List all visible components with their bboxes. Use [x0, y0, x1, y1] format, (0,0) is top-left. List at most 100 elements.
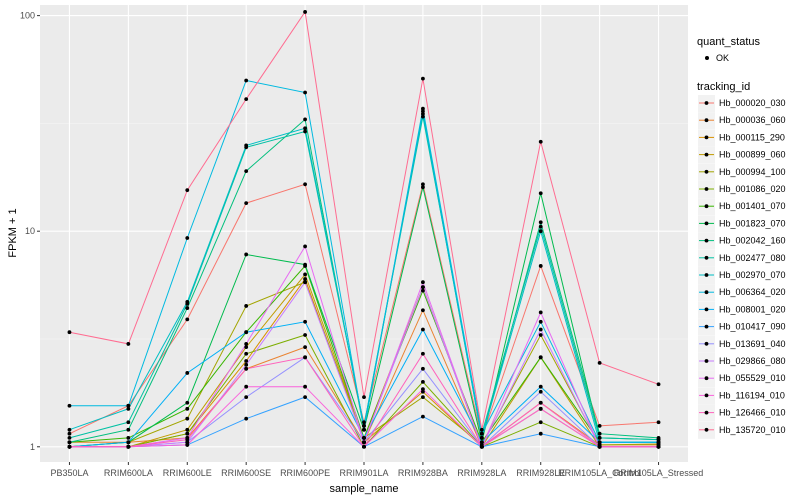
- legend-key-point: [704, 135, 709, 140]
- data-point: [303, 345, 307, 349]
- data-point: [67, 330, 72, 335]
- data-point: [303, 126, 307, 131]
- data-point: [421, 106, 425, 111]
- x-tick-label: RRIM600PE: [280, 468, 330, 478]
- data-point: [538, 327, 543, 332]
- data-point: [185, 317, 190, 322]
- legend-key-point: [704, 307, 709, 312]
- x-tick-label: RRIM600LA: [104, 468, 153, 478]
- data-point: [479, 431, 484, 436]
- legend-quant-entries: OK: [705, 53, 729, 63]
- legend-key-point: [704, 152, 709, 157]
- data-point: [538, 431, 543, 436]
- data-point: [185, 443, 190, 447]
- data-point: [67, 440, 72, 445]
- data-point: [303, 90, 307, 95]
- x-tick-label: PB350LA: [50, 468, 88, 478]
- data-point: [185, 431, 190, 436]
- data-point: [185, 236, 190, 240]
- legend-series-label: Hb_000020_030: [719, 98, 786, 108]
- data-point: [185, 416, 190, 421]
- legend-series-label: Hb_006364_020: [719, 287, 786, 297]
- data-point: [244, 366, 249, 371]
- data-point: [303, 10, 307, 14]
- data-point: [303, 129, 307, 134]
- data-point: [362, 444, 366, 449]
- legend-series-label: Hb_126466_010: [719, 408, 786, 418]
- data-point: [244, 416, 249, 421]
- x-axis: PB350LA RRIM600LA RRIM600LE RRIM600SE RRIM60…: [50, 462, 703, 478]
- legend-series-label: Hb_029866_080: [719, 356, 786, 366]
- data-point: [67, 403, 72, 408]
- legend-series-label: Hb_000899_060: [719, 150, 786, 160]
- data-point: [303, 117, 307, 122]
- data-point: [479, 427, 484, 432]
- legend-key-point: [704, 118, 709, 123]
- legend-series-label: Hb_001086_020: [719, 184, 786, 194]
- data-point: [185, 306, 190, 310]
- data-point: [244, 362, 249, 367]
- data-point: [656, 440, 661, 445]
- y-tick-label: 100: [20, 11, 35, 21]
- data-point: [303, 280, 307, 285]
- data-point: [244, 351, 249, 356]
- legend-key-point: [704, 341, 709, 346]
- data-point: [538, 389, 543, 394]
- data-point: [421, 308, 425, 313]
- x-tick-label: RRIM105LA_Control: [558, 468, 641, 478]
- legend: quant_status OK tracking_id Hb_000020_03…: [697, 36, 786, 439]
- data-point: [597, 431, 602, 436]
- data-point: [538, 400, 543, 405]
- legend-series-label: Hb_001401_070: [719, 201, 786, 211]
- data-point: [244, 330, 249, 335]
- data-point: [185, 400, 190, 405]
- data-point: [67, 435, 72, 440]
- data-point: [303, 319, 307, 324]
- x-tick-label: RRIM928LE: [516, 468, 565, 478]
- data-point: [362, 440, 366, 445]
- data-point: [67, 431, 72, 436]
- data-point: [362, 423, 366, 428]
- data-point: [185, 427, 190, 432]
- legend-key-point: [704, 410, 709, 415]
- data-point: [185, 440, 190, 445]
- data-point: [303, 384, 307, 389]
- legend-key-point: [704, 359, 709, 363]
- data-point: [303, 277, 307, 281]
- y-tick-label: 1: [30, 442, 35, 452]
- legend-series-label: Hb_001823_070: [719, 218, 786, 228]
- data-point: [421, 114, 425, 119]
- legend-key-point: [704, 255, 709, 260]
- legend-series-label: Hb_008001_020: [719, 304, 786, 314]
- data-point: [185, 299, 190, 304]
- data-point: [303, 182, 307, 187]
- data-point: [479, 435, 484, 440]
- legend-series-label: Hb_010417_090: [719, 322, 786, 332]
- data-point: [185, 406, 190, 411]
- data-point: [421, 288, 425, 293]
- data-point: [362, 420, 366, 425]
- x-tick-label: RRIM928LA: [457, 468, 506, 478]
- data-point: [538, 224, 543, 229]
- data-point: [185, 371, 190, 375]
- data-point: [421, 414, 425, 419]
- series-points: [67, 10, 661, 449]
- legend-key-point: [704, 169, 709, 174]
- legend-key-point: [704, 376, 709, 381]
- data-point: [479, 440, 484, 445]
- data-point: [244, 395, 249, 400]
- legend-key-point: [704, 427, 709, 432]
- data-point: [421, 351, 425, 356]
- data-point: [244, 252, 249, 257]
- data-point: [126, 420, 131, 425]
- legend-key-point: [704, 290, 709, 295]
- legend-series-label: Hb_002477_080: [719, 253, 786, 263]
- data-point: [67, 427, 72, 432]
- data-point: [244, 384, 249, 389]
- legend-series-label: Hb_055529_010: [719, 373, 786, 383]
- data-point: [421, 366, 425, 371]
- x-tick-label: RRIM105LA_Stressed: [614, 468, 704, 478]
- data-point: [244, 342, 249, 346]
- data-point: [597, 423, 602, 428]
